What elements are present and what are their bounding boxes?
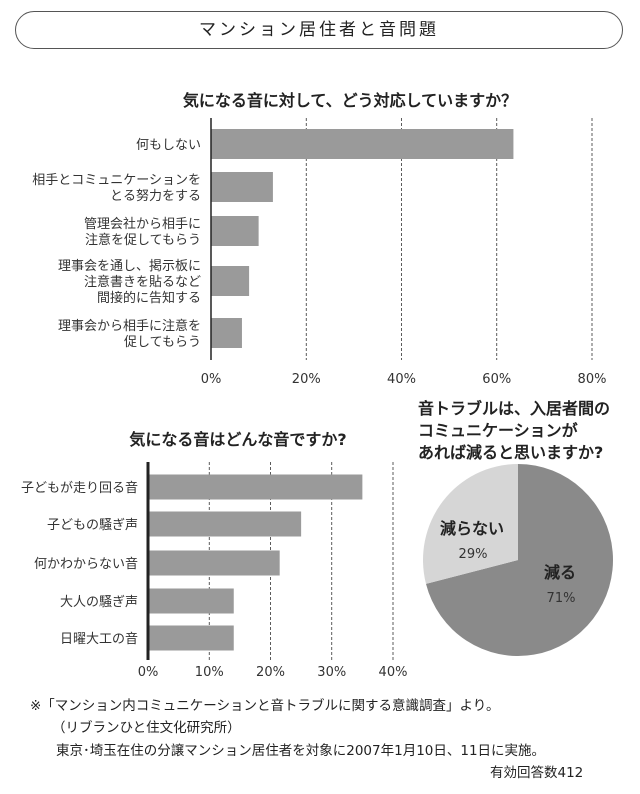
pie-title: コミュニケーションが	[418, 421, 578, 440]
category-label: 注意書きを貼るなど	[84, 274, 201, 290]
x-tick-label: 10%	[195, 665, 224, 680]
bar	[148, 550, 280, 576]
x-tick-label: 20%	[292, 372, 321, 387]
footer-respondents: 有効回答数412	[490, 765, 584, 781]
bar	[148, 474, 363, 500]
x-tick-label: 60%	[482, 372, 511, 387]
x-tick-label: 20%	[256, 665, 285, 680]
pie-label: 減る	[544, 563, 576, 582]
pie-value: 29%	[459, 547, 488, 562]
footer-survey-info: 東京･埼玉在住の分譲マンション居住者を対象に2007年1月10日、11日に実施。	[56, 743, 546, 759]
bar	[211, 318, 242, 348]
bar	[148, 625, 234, 651]
category-label: 理事会を通し、掲示板に	[58, 258, 201, 274]
category-label: 日曜大工の音	[60, 631, 138, 647]
pie-value: 71%	[547, 591, 576, 606]
footer-source: ※「マンション内コミュニケーションと音トラブルに関する意識調査」より。	[30, 698, 500, 714]
category-label: 子どもが走り回る音	[21, 480, 138, 496]
x-tick-label: 0%	[138, 665, 159, 680]
bar	[211, 129, 514, 159]
category-label: 何もしない	[136, 137, 201, 153]
category-label: 何かわからない音	[34, 556, 138, 572]
pie-label: 減らない	[440, 519, 504, 538]
bar	[211, 266, 250, 296]
x-tick-label: 0%	[201, 372, 222, 387]
bar	[211, 172, 273, 202]
category-label: 間接的に告知する	[97, 290, 201, 306]
chart-title: 気になる音に対して、どう対応していますか？	[183, 91, 517, 110]
category-label: 大人の騒ぎ声	[60, 595, 138, 610]
pie-title: あれば減ると思いますか?	[418, 443, 603, 462]
x-tick-label: 80%	[578, 372, 607, 387]
x-tick-label: 30%	[317, 665, 346, 680]
category-label: 子どもの騒ぎ声	[47, 518, 138, 533]
category-label: とる努力をする	[110, 189, 201, 204]
pie-slice-no-decrease	[422, 464, 518, 584]
page-title-banner: マンション居住者と音問題	[15, 11, 623, 49]
category-label: 注意を促してもらう	[85, 232, 201, 248]
page-title: マンション居住者と音問題	[199, 20, 439, 40]
chart-title: 気になる音はどんな音ですか?	[129, 430, 346, 449]
category-label: 管理会社から相手に	[84, 216, 201, 232]
pie-slice-decrease	[425, 464, 613, 656]
footer-institute: （リブランひと住文化研究所）	[52, 720, 241, 736]
pie-title: 音トラブルは、入居者間の	[418, 399, 610, 418]
bar	[148, 588, 234, 614]
x-tick-label: 40%	[379, 665, 408, 680]
bar	[211, 216, 259, 246]
category-label: 理事会から相手に注意を	[58, 318, 201, 334]
x-tick-label: 40%	[387, 372, 416, 387]
category-label: 促してもらう	[124, 335, 201, 350]
category-label: 相手とコミュニケーションを	[32, 173, 201, 188]
bar	[148, 511, 302, 537]
